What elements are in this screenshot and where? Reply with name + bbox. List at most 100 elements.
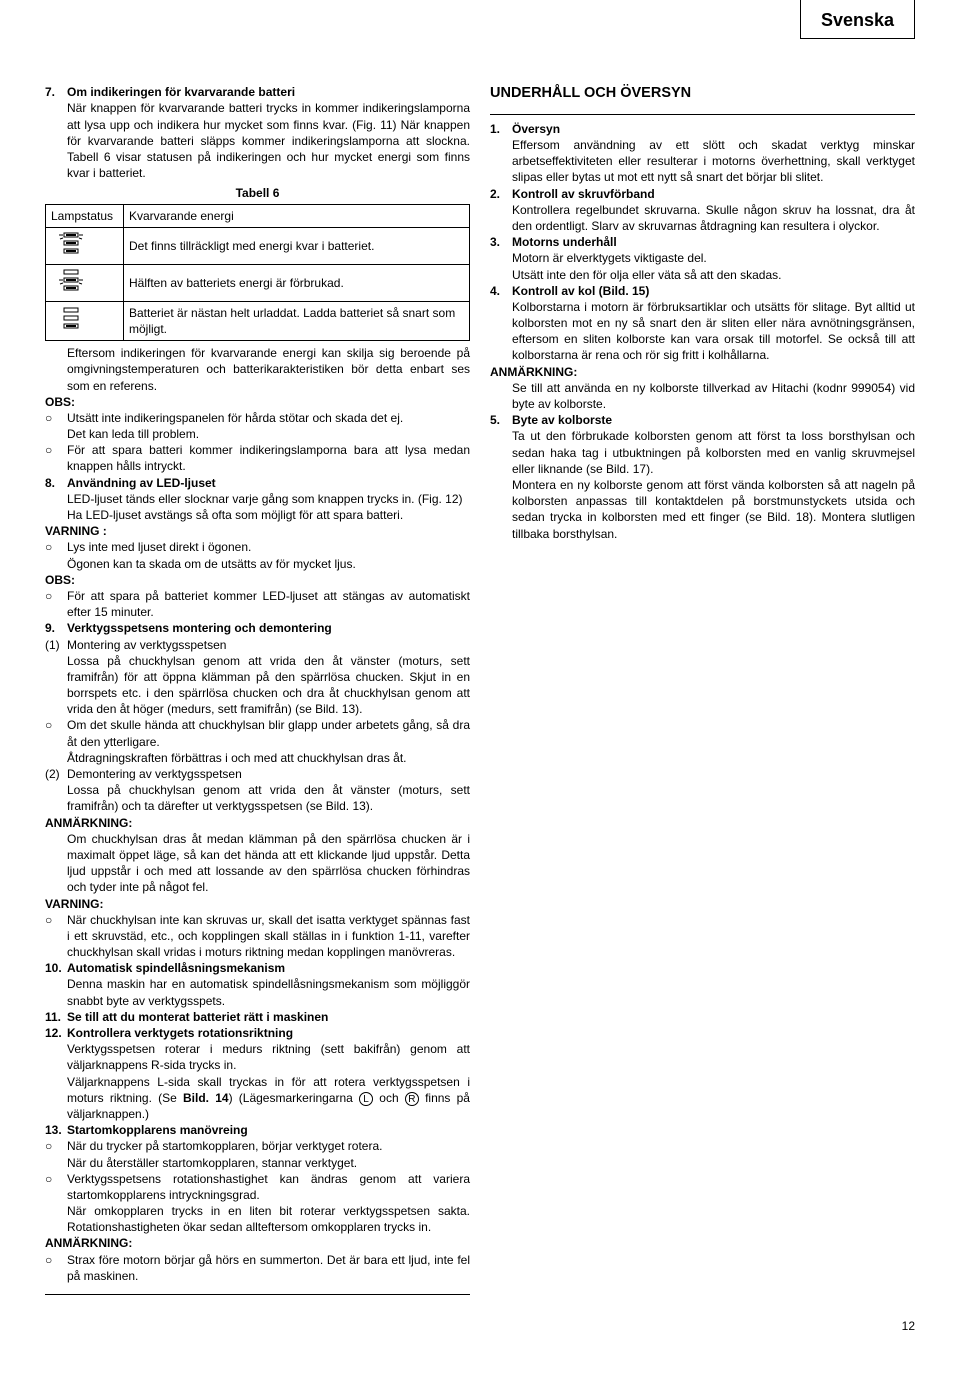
obs2-label: OBS: xyxy=(45,572,470,588)
sub2-title: Demontering av verktygsspetsen xyxy=(67,767,242,781)
maint-4: 4. Kontroll av kol (Bild. 15) Kolborstarn… xyxy=(490,283,915,364)
obs1-b1: Utsätt inte indikeringspanelen för hårda… xyxy=(67,411,403,425)
sec10-num: 10. xyxy=(45,960,67,1009)
bullet-icon: ○ xyxy=(45,410,67,442)
maint5-txt1: Ta ut den förbrukade kolborsten genom at… xyxy=(512,429,915,475)
sec8-p2: Ha LED-ljuset avstängs så ofta som möjli… xyxy=(67,508,403,522)
table6-h1: Lampstatus xyxy=(46,204,124,227)
obs2-b1: För att spara på batteriet kommer LED-lj… xyxy=(67,588,470,620)
sec13-b2b: När omkopplaren trycks in en liten bit r… xyxy=(67,1204,470,1234)
bullet-icon: ○ xyxy=(45,1252,67,1284)
bullet-icon: ○ xyxy=(45,588,67,620)
table6-led2 xyxy=(46,264,124,301)
maint3-txt: Motorn är elverktygets viktigaste del. xyxy=(512,251,707,265)
varning2-b1: När chuckhylsan inte kan skruvas ur, ska… xyxy=(67,912,470,961)
maint-1: 1. Översyn Effersom användning av ett slö… xyxy=(490,121,915,186)
maint-3: 3. Motorns underhåll Motorn är elverktyge… xyxy=(490,234,915,283)
bullet-icon: ○ xyxy=(45,717,67,766)
maint4-num: 4. xyxy=(490,283,512,364)
anm2-b1: Strax före motorn börjar gå hörs en summ… xyxy=(67,1252,470,1284)
sec13-num: 13. xyxy=(45,1122,67,1138)
section-13: 13. Startomkopplarens manövreing xyxy=(45,1122,470,1138)
sec10-title: Automatisk spindellåsningsmekanism xyxy=(67,961,285,975)
sec8-title: Användning av LED-ljuset xyxy=(67,476,216,490)
maint4-txt: Kolborstarna i motorn är förbruksartikla… xyxy=(512,300,915,363)
section-11: 11. Se till att du monterat batteriet rä… xyxy=(45,1009,470,1025)
page-body: 7. Om indikeringen för kvarvarande batte… xyxy=(45,39,915,1334)
maint2-txt: Kontrollera regelbundet skruvarna. Skull… xyxy=(512,203,915,233)
anm1-label: ANMÄRKNING: xyxy=(45,815,470,831)
table6-h2: Kvarvarande energi xyxy=(124,204,470,227)
maint2-num: 2. xyxy=(490,186,512,235)
sec12-p1: Verktygsspetsen roterar i medurs riktnin… xyxy=(67,1042,470,1072)
table6: Lampstatus Kvarvarande energi Det finns … xyxy=(45,204,470,342)
sec9-bullet1b: Åtdragningskraften förbättras i och med … xyxy=(67,751,407,765)
after-table-text: Eftersom indikeringen för kvarvarande en… xyxy=(45,345,470,394)
sec9-bullet1: Om det skulle hända att chuckhylsan blir… xyxy=(67,718,470,748)
section-8: 8. Användning av LED-ljuset LED-ljuset t… xyxy=(45,475,470,524)
sec11-title: Se till att du monterat batteriet rätt i… xyxy=(67,1010,328,1024)
language-badge: Svenska xyxy=(800,0,915,39)
sub2-num: (2) xyxy=(45,766,67,815)
maint-anm-label: ANMÄRKNING: xyxy=(490,364,915,380)
maint1-txt: Effersom användning av ett slött och ska… xyxy=(512,138,915,184)
sec9-title: Verktygsspetsens montering och demonteri… xyxy=(67,621,332,635)
maint3-title: Motorns underhåll xyxy=(512,235,617,249)
sec13-b2: Verktygsspetsens rotationshastighet kan … xyxy=(67,1172,470,1202)
maint3-num: 3. xyxy=(490,234,512,283)
sec13-b1b: När du återställer startomkopplaren, sta… xyxy=(67,1156,357,1170)
sec13-title: Startomkopplarens manövreing xyxy=(67,1123,248,1137)
bullet-icon: ○ xyxy=(45,539,67,571)
table6-r1: Det finns tillräckligt med energi kvar i… xyxy=(124,227,470,264)
sec12-p2d: och xyxy=(373,1091,405,1105)
sec12-p2b: Bild. 14 xyxy=(183,1091,229,1105)
maint-5: 5. Byte av kolborste Ta ut den förbrukade… xyxy=(490,412,915,542)
obs1-b1b: Det kan leda till problem. xyxy=(67,427,199,441)
maint5-title: Byte av kolborste xyxy=(512,413,612,427)
section-10: 10. Automatisk spindellåsningsmekanismDe… xyxy=(45,960,470,1009)
obs1-label: OBS: xyxy=(45,394,470,410)
sec7-body: När knappen för kvarvarande batteri tryc… xyxy=(67,101,470,180)
l-marker-icon: L xyxy=(359,1092,373,1106)
table6-r2: Hälften av batteriets energi är förbruka… xyxy=(124,264,470,301)
sec9-num: 9. xyxy=(45,620,67,636)
varning1-b1b: Ögonen kan ta skada om de utsätts av för… xyxy=(67,557,356,571)
maintenance-heading: UNDERHÅLL OCH ÖVERSYN xyxy=(490,84,915,104)
sec8-p1: LED-ljuset tänds eller slocknar varje gå… xyxy=(67,492,463,506)
anm1-txt: Om chuckhylsan dras åt medan klämman på … xyxy=(45,831,470,896)
table6-led1 xyxy=(46,301,124,340)
sub1-num: (1) xyxy=(45,637,67,718)
table6-led3 xyxy=(46,227,124,264)
r-marker-icon: R xyxy=(405,1092,419,1106)
table6-r3: Batteriet är nästan helt urladdat. Ladda… xyxy=(124,301,470,340)
maint-anm-txt: Se till att använda en ny kolborste till… xyxy=(490,380,915,412)
sub1-txt: Lossa på chuckhylsan genom att vrida den… xyxy=(67,654,470,717)
sec8-num: 8. xyxy=(45,475,67,524)
section-9: 9. Verktygsspetsens montering och demont… xyxy=(45,620,470,636)
section-12: 12. Kontrollera verktygets rotationsrikt… xyxy=(45,1025,470,1122)
divider xyxy=(45,1294,470,1295)
bullet-icon: ○ xyxy=(45,442,67,474)
bullet-icon: ○ xyxy=(45,1171,67,1236)
table6-caption: Tabell 6 xyxy=(45,185,470,201)
maint4-title: Kontroll av kol (Bild. 15) xyxy=(512,284,649,298)
maint5-num: 5. xyxy=(490,412,512,542)
maint1-num: 1. xyxy=(490,121,512,186)
bullet-icon: ○ xyxy=(45,912,67,961)
page-number: 12 xyxy=(45,1318,915,1334)
sec7-title: Om indikeringen för kvarvarande batteri xyxy=(67,85,295,99)
maint-2: 2. Kontroll av skruvförbandKontrollera r… xyxy=(490,186,915,235)
sec12-title: Kontrollera verktygets rotationsriktning xyxy=(67,1026,293,1040)
sec11-num: 11. xyxy=(45,1009,67,1025)
maint3-txt2: Utsätt inte den för olja eller väta så a… xyxy=(512,268,781,282)
sub2-txt: Lossa på chuckhylsan genom att vrida den… xyxy=(67,783,470,813)
obs1-b2: För att spara batteri kommer indikerings… xyxy=(67,442,470,474)
maint5-txt2: Montera en ny kolborste genom att först … xyxy=(512,478,915,541)
maint1-title: Översyn xyxy=(512,122,560,136)
divider xyxy=(490,114,915,115)
sec7-num: 7. xyxy=(45,84,67,181)
anm2-label: ANMÄRKNING: xyxy=(45,1235,470,1251)
sec12-p2c: ) (Lägesmarkeringarna xyxy=(229,1091,360,1105)
varning1-b1: Lys inte med ljuset direkt i ögonen. xyxy=(67,540,251,554)
sec12-num: 12. xyxy=(45,1025,67,1122)
